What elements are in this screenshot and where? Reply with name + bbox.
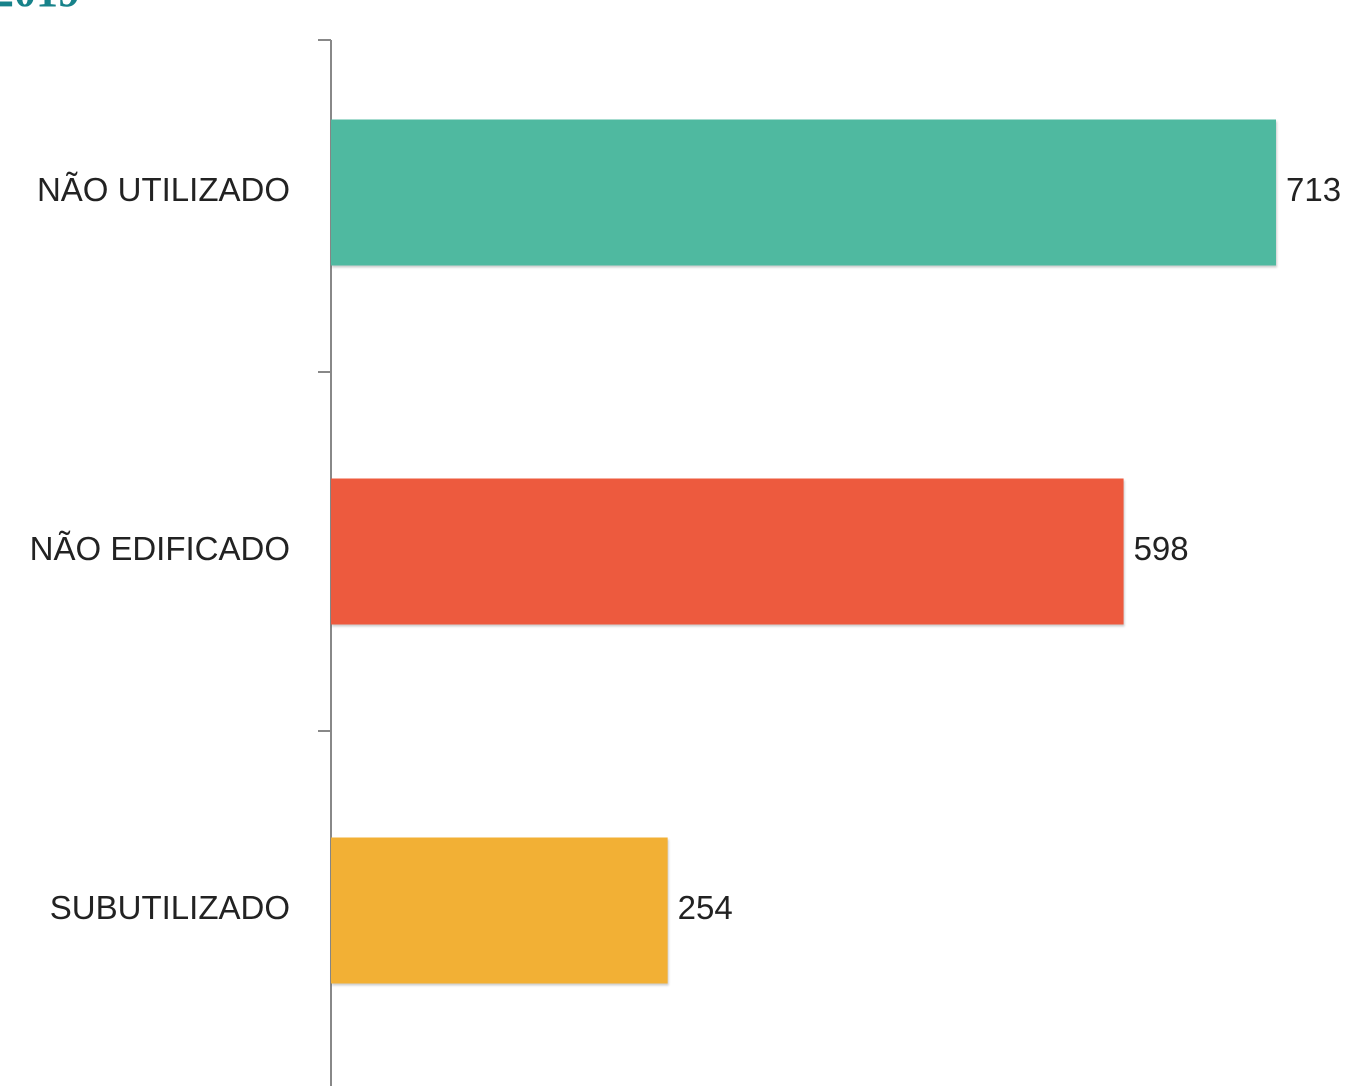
bar: [331, 837, 668, 984]
data-label: 713: [1286, 171, 1341, 208]
data-label: 254: [678, 889, 733, 926]
y-tick-label: NÃO EDIFICADO: [30, 530, 290, 567]
y-tick-label: SUBUTILIZADO: [50, 889, 290, 926]
chart-title: 2019: [0, 0, 80, 16]
bar: [331, 119, 1276, 266]
y-tick-label: NÃO UTILIZADO: [37, 171, 290, 208]
bar: [331, 478, 1124, 625]
data-label: 598: [1134, 530, 1189, 567]
